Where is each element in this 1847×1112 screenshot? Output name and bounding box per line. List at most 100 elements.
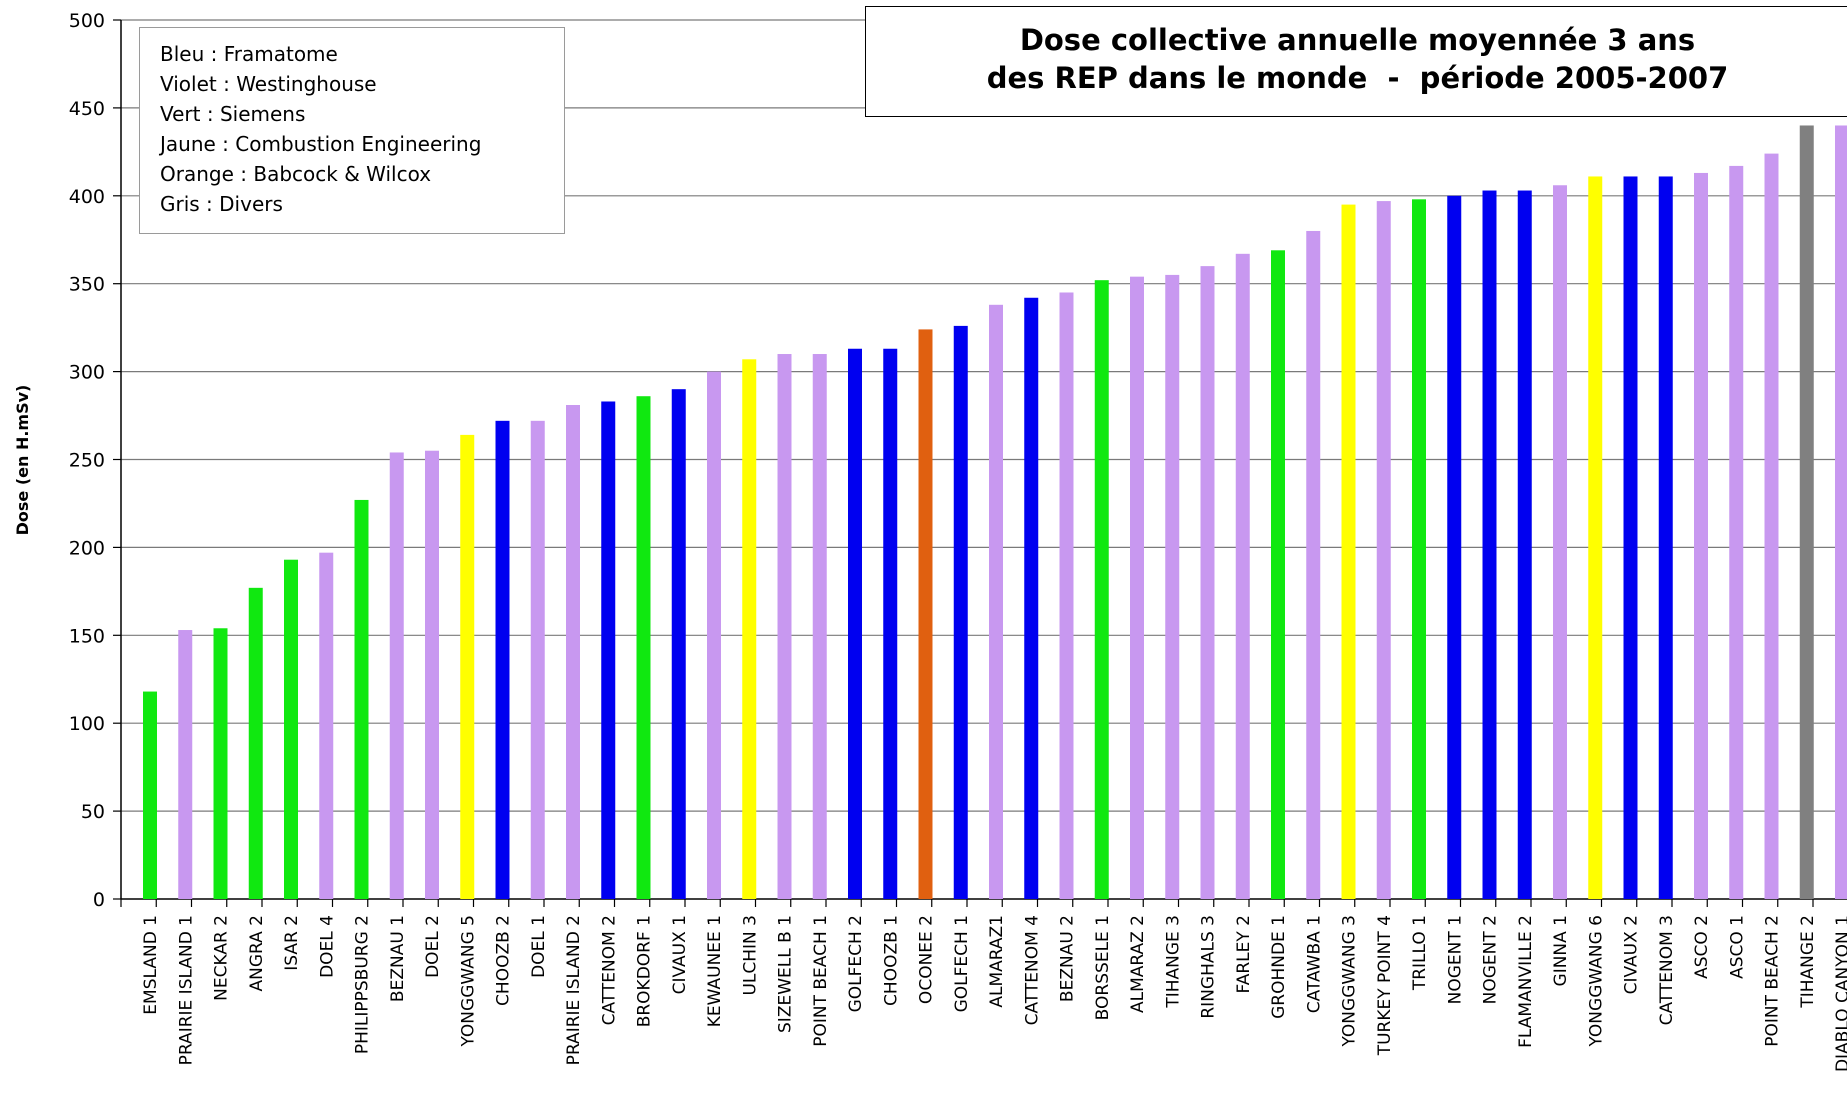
x-tick-label: GOLFECH 1 <box>952 915 972 1012</box>
bar <box>636 396 651 899</box>
x-tick-label: ALMARAZ 2 <box>1128 915 1148 1013</box>
x-tick-label: BORSSELE 1 <box>1093 915 1113 1020</box>
x-tick-label: TURKEY POINT 4 <box>1375 915 1395 1056</box>
x-tick-label: PRAIRIE ISLAND 1 <box>176 915 196 1065</box>
x-tick-label: DOEL 2 <box>423 915 443 978</box>
x-tick-label: FARLEY 2 <box>1234 915 1254 993</box>
y-tick-label: 500 <box>69 10 105 32</box>
bar <box>1059 292 1074 899</box>
bar <box>1729 165 1744 899</box>
x-tick-label: GOLFECH 2 <box>846 915 866 1012</box>
legend: Bleu : Framatome Violet : Westinghouse V… <box>139 27 565 234</box>
bar <box>1658 176 1673 899</box>
x-tick-label: SIZEWELL B 1 <box>776 915 796 1033</box>
x-tick-label: CATTENOM 3 <box>1657 915 1677 1025</box>
bar <box>989 304 1003 899</box>
bar <box>213 628 228 899</box>
bar <box>178 630 193 899</box>
bar <box>354 499 369 899</box>
bar <box>1482 190 1497 899</box>
y-tick-label: 50 <box>81 801 105 823</box>
x-tick-label: TIHANGE 2 <box>1798 915 1818 1009</box>
x-tick-label: NOGENT 2 <box>1481 915 1501 1004</box>
y-tick-label: 0 <box>93 889 105 911</box>
x-tick-label: ISAR 2 <box>282 915 302 971</box>
y-tick-label: 450 <box>69 98 105 120</box>
bar <box>883 348 898 900</box>
y-tick-label: 200 <box>69 537 105 559</box>
x-tick-label: CHOOZB 1 <box>881 915 901 1006</box>
bar <box>1412 199 1426 900</box>
chart-title-line-2: des REP dans le monde - période 2005-200… <box>986 61 1729 95</box>
x-tick-label: POINT BEACH 2 <box>1763 915 1783 1047</box>
bar <box>953 325 968 900</box>
y-tick-label: 100 <box>69 713 105 735</box>
x-tick-label: DIABLO CANYON 1 <box>1833 915 1847 1072</box>
x-tick-label: POINT BEACH 1 <box>811 915 831 1047</box>
bar <box>425 450 439 899</box>
x-tick-label: YONGGWANG 6 <box>1586 915 1606 1048</box>
bar <box>389 452 404 899</box>
x-tick-label: ANGRA 2 <box>247 915 267 992</box>
y-axis-title: Dose (en H.mSv) <box>13 385 32 536</box>
x-tick-label: ULCHIN 3 <box>740 915 760 996</box>
x-tick-label: GINNA 1 <box>1551 915 1571 986</box>
x-tick-label: FLAMANVILLE 2 <box>1516 915 1536 1048</box>
chart-title: Dose collective annuelle moyennée 3 ans … <box>865 6 1847 117</box>
x-tick-label: CATTENOM 2 <box>599 915 619 1025</box>
bar <box>1553 185 1567 899</box>
x-tick-label: TIHANGE 3 <box>1163 915 1183 1009</box>
x-tick-label: CATAWBA 1 <box>1304 915 1324 1013</box>
chart-title-line-1: Dose collective annuelle moyennée 3 ans <box>1019 23 1696 57</box>
x-tick-label: GROHNDE 1 <box>1269 915 1289 1019</box>
x-tick-label: CIVAUX 2 <box>1622 915 1642 994</box>
bar <box>1130 276 1144 900</box>
bar <box>1517 190 1532 899</box>
x-tick-label: ASCO 1 <box>1727 915 1747 979</box>
y-tick-label: 400 <box>69 186 105 208</box>
legend-entry-babcock-wilcox: Orange : Babcock & Wilcox <box>160 162 432 186</box>
x-tick-label: BROKDORF 1 <box>635 915 655 1027</box>
bar <box>918 329 933 900</box>
bar <box>671 389 686 899</box>
x-tick-label: YONGGWANG 5 <box>458 915 478 1048</box>
bar <box>1835 125 1847 900</box>
x-axis-ticks: EMSLAND 1 PRAIRIE ISLAND 1 NECKAR 2 ANGRA 2… <box>120 899 1847 1072</box>
bar <box>1623 176 1638 899</box>
y-tick-label: 150 <box>69 625 105 647</box>
bar <box>1306 230 1321 899</box>
bar <box>1341 204 1356 900</box>
bar <box>1200 266 1215 899</box>
bar <box>248 587 263 899</box>
bar <box>1799 125 1814 900</box>
y-tick-label: 300 <box>69 362 105 384</box>
x-tick-label: PHILIPPSBURG 2 <box>353 915 373 1054</box>
x-tick-label: NECKAR 2 <box>212 915 232 1001</box>
y-tick-label: 350 <box>69 274 105 296</box>
bar <box>707 371 721 900</box>
bar <box>1376 201 1391 900</box>
x-tick-label: PRAIRIE ISLAND 2 <box>564 915 584 1065</box>
bar <box>284 559 298 899</box>
x-tick-label: RINGHALS 3 <box>1199 915 1219 1019</box>
bar <box>742 359 757 899</box>
legend-entry-combustion-engineering: Jaune : Combustion Engineering <box>160 132 482 156</box>
legend-entry-framatome: Bleu : Framatome <box>160 42 338 66</box>
bar <box>812 354 827 899</box>
bar <box>601 401 616 899</box>
bar <box>1588 176 1603 899</box>
bar <box>1447 195 1462 900</box>
x-tick-label: CATTENOM 4 <box>1022 915 1042 1025</box>
bar <box>1024 297 1039 899</box>
bar <box>495 420 510 899</box>
x-tick-label: BEZNAU 1 <box>388 915 408 1002</box>
bar <box>848 348 862 900</box>
legend-entry-divers: Gris : Divers <box>160 192 283 216</box>
bar <box>530 420 545 899</box>
y-tick-label: 250 <box>69 450 105 472</box>
bar <box>1235 253 1250 900</box>
bar <box>1094 280 1109 900</box>
x-tick-label: ASCO 2 <box>1692 915 1712 979</box>
